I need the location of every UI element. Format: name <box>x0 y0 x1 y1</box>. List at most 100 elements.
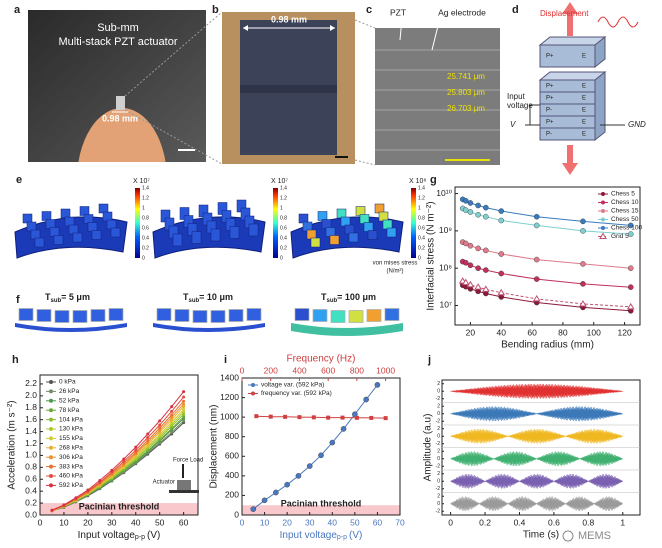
x-tick-label: 10 <box>260 517 270 527</box>
y-tick-label: 2.0 <box>25 390 37 400</box>
pillar <box>386 227 397 238</box>
block <box>54 310 70 323</box>
colorbar <box>273 188 278 258</box>
layer-label: E <box>582 108 586 114</box>
legend-label: voltage var. (592 kPa) <box>261 382 324 389</box>
marker <box>462 198 469 204</box>
colorbar <box>411 188 416 258</box>
marker <box>146 439 150 443</box>
y-tick-label: 1.6 <box>25 414 37 424</box>
label: Ag electrode <box>438 7 486 17</box>
label-part: T <box>45 292 51 302</box>
x-tick-label: 10 <box>59 517 69 527</box>
waveform <box>450 473 623 489</box>
pillar <box>359 214 370 224</box>
legend-marker <box>49 417 53 422</box>
pillar <box>91 230 102 240</box>
pillar <box>64 216 75 227</box>
marker <box>352 411 358 418</box>
marker <box>158 428 162 432</box>
marker <box>295 473 302 479</box>
pillar <box>348 232 359 243</box>
chart: 20 40 60 80 100 120 10⁷ 10⁸ 10⁹ 10¹⁰ Interfacial s… <box>426 186 642 351</box>
panel-label: j <box>427 354 431 366</box>
y-tick-label: -2 <box>436 396 441 402</box>
marker <box>170 409 174 413</box>
x-axis-label: Input voltagep-p (V) <box>78 530 161 541</box>
marker <box>122 457 126 461</box>
marker <box>250 506 257 512</box>
legend-marker <box>49 464 53 469</box>
legend-label: 104 kPa <box>59 416 83 423</box>
marker <box>340 415 345 420</box>
x-tick-label: 30 <box>107 517 117 527</box>
marker <box>475 211 481 218</box>
pillar <box>298 213 309 224</box>
legend-label: 130 kPa <box>59 426 83 433</box>
marker <box>580 281 586 287</box>
series-line <box>252 384 378 510</box>
y-tick-label: 0 <box>437 501 440 507</box>
marker <box>467 209 474 215</box>
y-tick-label: 0 <box>437 434 440 440</box>
legend-marker <box>251 391 255 396</box>
block <box>192 310 208 323</box>
block <box>174 309 190 322</box>
marker <box>498 270 505 277</box>
legend-label: frequency var. (592 kPa) <box>261 390 332 397</box>
pillar <box>374 203 385 214</box>
marker <box>74 496 78 500</box>
label: voltage <box>507 101 533 110</box>
marker <box>182 405 186 409</box>
panel-label: f <box>16 294 20 306</box>
y-tick-label: 10¹⁰ <box>436 188 452 198</box>
label-part: p-p <box>337 534 347 541</box>
pillar <box>68 224 79 235</box>
y-tick-label: 2 <box>437 494 440 500</box>
layer-label: P+ <box>546 84 554 90</box>
label-part: (V) <box>147 530 160 541</box>
y-tick-label: 800 <box>225 431 239 441</box>
legend-label: 26 kPa <box>59 388 80 395</box>
panel-label: i <box>224 354 227 366</box>
marker <box>462 259 469 266</box>
series-line <box>51 396 184 511</box>
y-axis-label: Interfacial stress (N m⁻²) <box>426 201 437 310</box>
marker <box>579 299 587 307</box>
y-tick-label: 1.0 <box>25 450 37 460</box>
marker <box>467 200 474 206</box>
marker <box>158 423 162 427</box>
marker <box>483 213 489 220</box>
marker <box>158 419 162 423</box>
marker <box>498 251 505 257</box>
marker <box>483 204 489 211</box>
x-tick-label: 0 <box>448 517 453 527</box>
marker <box>383 416 388 421</box>
x-tick-label: 20 <box>282 517 292 527</box>
pillar <box>83 214 94 224</box>
legend-marker <box>49 408 53 413</box>
y-tick-label: 1200 <box>220 392 239 402</box>
colorbar-tick: 0.4 <box>418 235 425 241</box>
measure: 25.741 μm <box>447 72 485 81</box>
pillar <box>325 227 336 237</box>
marker <box>50 508 54 512</box>
x-tick-label: 0.2 <box>479 517 491 527</box>
photo-b: 0.98 mm <box>222 12 355 164</box>
chart: Pacinian threshold 0 10 20 30 40 50 60 70 0 200 400… <box>209 354 405 541</box>
pillar <box>49 227 60 237</box>
pillar <box>229 226 240 239</box>
pillar <box>60 208 71 219</box>
y-axis-label: Amplitude (a.u) <box>423 414 434 482</box>
marker <box>627 265 634 271</box>
y-tick-label: 0.2 <box>25 497 37 507</box>
marker <box>182 395 186 399</box>
scale-label: 0.98 mm <box>102 113 138 123</box>
pillar <box>34 237 45 248</box>
legend-label: 78 kPa <box>59 407 80 414</box>
marker <box>297 415 302 420</box>
x2-tick-label: 200 <box>264 365 278 375</box>
panel-label: c <box>366 4 372 16</box>
layer-label: P+ <box>546 54 554 60</box>
